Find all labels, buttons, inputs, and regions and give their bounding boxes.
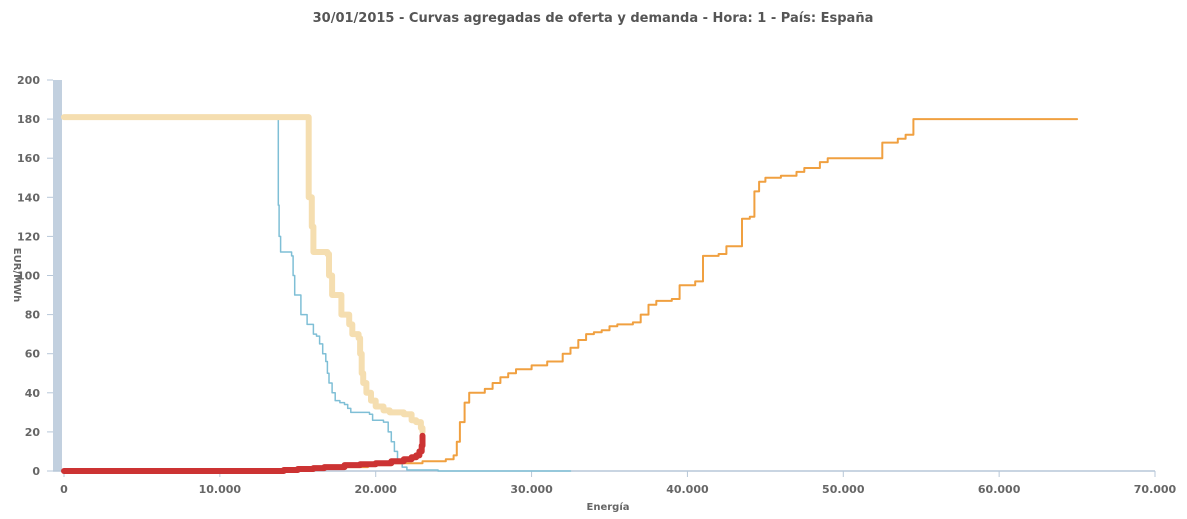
x-tick-label: 70.000 (1134, 483, 1177, 496)
y-tick-label: 100 (17, 270, 40, 283)
y-tick-label: 160 (17, 152, 40, 165)
y-tick-label: 20 (25, 426, 41, 439)
y-axis-band (53, 80, 62, 471)
y-axis-label: EUR/MWh (11, 248, 22, 302)
x-tick-label: 60.000 (978, 483, 1021, 496)
series-layer (61, 114, 1079, 474)
series-line-4 (61, 432, 426, 474)
y-tick-label: 140 (17, 191, 40, 204)
x-tick-label: 0 (60, 483, 68, 496)
y-tick-label: 80 (25, 309, 41, 322)
y-tick-label: 40 (25, 387, 41, 400)
x-axis-label: Energía (587, 501, 630, 513)
y-tick-label: 60 (25, 348, 41, 361)
x-tick-label: 20.000 (354, 483, 397, 496)
chart-title: 30/01/2015 - Curvas agregadas de oferta … (313, 11, 874, 26)
series-line-1 (63, 118, 572, 472)
y-tick-label: 180 (17, 113, 40, 126)
y-tick-label: 0 (32, 465, 40, 478)
series-line-3 (63, 118, 1079, 472)
series-line-2 (61, 114, 426, 435)
x-tick-label: 50.000 (822, 483, 865, 496)
y-tick-label: 200 (17, 74, 40, 87)
x-tick-label: 10.000 (199, 483, 242, 496)
x-tick-label: 40.000 (666, 483, 709, 496)
x-tick-label: 30.000 (510, 483, 553, 496)
axes: 0 20 40 60 80 100 120 140 160 180 200 0 10.000 20.000… (17, 74, 1177, 496)
y-tick-label: 120 (17, 230, 40, 243)
